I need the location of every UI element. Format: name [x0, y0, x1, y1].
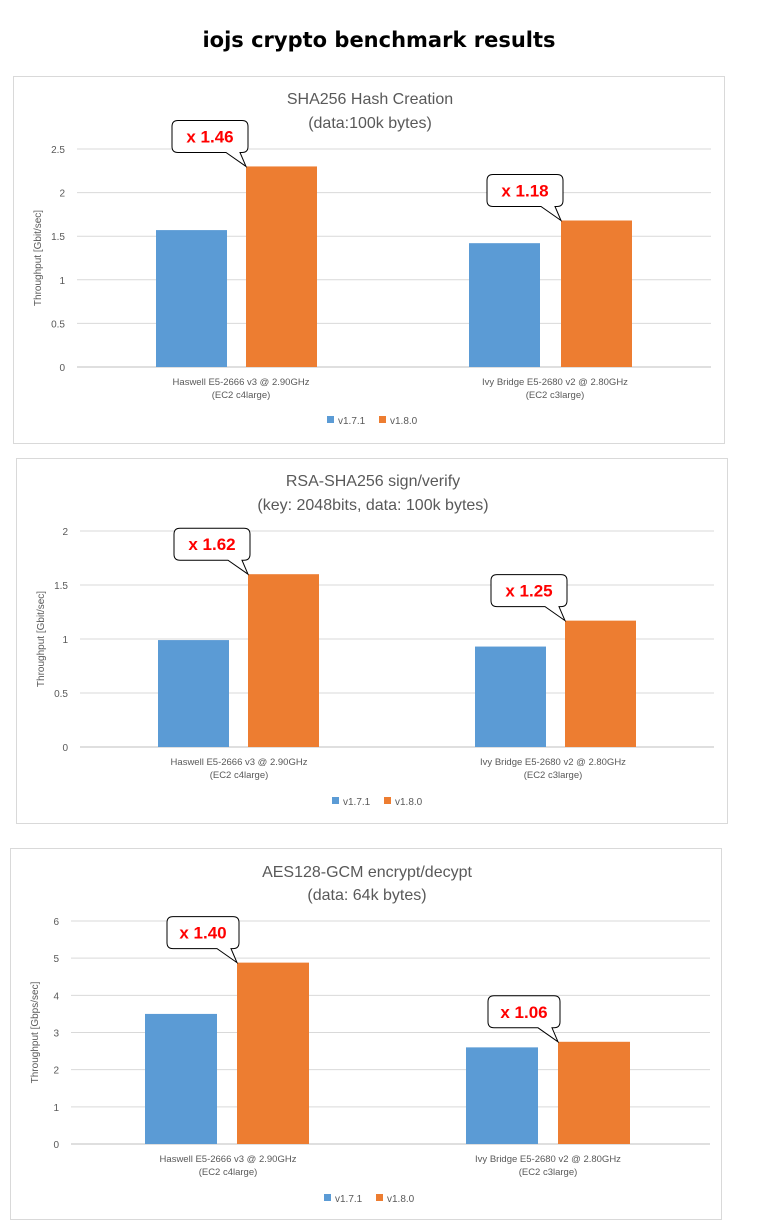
x-category-sublabel: (EC2 c3large): [524, 770, 583, 781]
bar-v1-7-1-ivy-bridge: [469, 243, 540, 367]
callout-ratio-text: x 1.06: [500, 1003, 547, 1022]
y-tick-label: 1: [62, 635, 68, 646]
x-category-label: Haswell E5-2666 v3 @ 2.90GHz: [171, 757, 308, 768]
bar-v1-7-1-haswell: [158, 640, 229, 747]
y-tick-label: 2: [62, 527, 68, 538]
bar-v1-7-1-ivy-bridge: [466, 1047, 538, 1144]
y-tick-label: 1.5: [54, 581, 68, 592]
legend-swatch: [324, 1194, 331, 1201]
y-tick-label: 4: [53, 991, 59, 1002]
chart-svg: RSA-SHA256 sign/verify (key: 2048bits, da…: [36, 473, 714, 808]
y-tick-label: 6: [53, 917, 59, 928]
legend-label: v1.8.0: [395, 797, 423, 808]
chart-subtitle: (data: 64k bytes): [307, 887, 426, 904]
y-tick-label: 0: [53, 1140, 59, 1151]
chart-title: RSA-SHA256 sign/verify: [286, 473, 460, 490]
callout-ratio-text: x 1.46: [186, 127, 233, 146]
y-axis-label: Throughput [Gbit/sec]: [33, 210, 44, 306]
chart-subtitle: (key: 2048bits, data: 100k bytes): [257, 497, 488, 514]
y-tick-label: 0: [62, 743, 68, 754]
y-tick-label: 0: [59, 363, 65, 374]
legend-label: v1.8.0: [390, 416, 418, 427]
x-category-label: Ivy Bridge E5-2680 v2 @ 2.80GHz: [480, 757, 626, 768]
x-category-sublabel: (EC2 c3large): [526, 390, 585, 401]
x-category-label: Haswell E5-2666 v3 @ 2.90GHz: [160, 1154, 297, 1165]
legend-swatch: [379, 416, 386, 423]
chart-svg: SHA256 Hash Creation (data:100k bytes) 0 0.…: [33, 91, 711, 427]
y-tick-label: 3: [53, 1029, 59, 1040]
legend-label: v1.7.1: [338, 416, 366, 427]
bar-v1-8-0-ivy-bridge: [558, 1041, 630, 1144]
legend-swatch: [384, 797, 391, 804]
chart-subtitle: (data:100k bytes): [308, 115, 432, 132]
bar-v1-8-0-haswell: [237, 962, 309, 1144]
y-axis-label: Throughput [Gbit/sec]: [36, 591, 47, 687]
legend-label: v1.7.1: [335, 1194, 363, 1205]
chart-title: SHA256 Hash Creation: [287, 91, 453, 108]
chart-panel-aes: AES128-GCM encrypt/decypt (data: 64k byte…: [10, 848, 722, 1220]
callout-bubble: [490, 574, 568, 623]
x-category-label: Ivy Bridge E5-2680 v2 @ 2.80GHz: [475, 1154, 621, 1165]
ratio-callout: x 1.18: [486, 174, 564, 222]
chart-panel-rsa: RSA-SHA256 sign/verify (key: 2048bits, da…: [16, 458, 728, 824]
ratio-callout: x 1.62: [173, 527, 251, 576]
ratio-callout: x 1.40: [166, 916, 240, 965]
callout-ratio-text: x 1.62: [188, 535, 235, 554]
y-axis-label: Throughput [Gbps/sec]: [30, 981, 41, 1083]
legend-swatch: [376, 1194, 383, 1201]
chart-title: AES128-GCM encrypt/decypt: [262, 864, 472, 881]
x-category-sublabel: (EC2 c3large): [519, 1167, 578, 1178]
y-tick-label: 2: [59, 189, 65, 200]
ratio-callout: x 1.46: [171, 119, 249, 168]
bar-v1-8-0-ivy-bridge: [565, 620, 636, 747]
y-tick-label: 0.5: [51, 319, 65, 330]
bar-v1-8-0-haswell: [246, 166, 317, 367]
x-category-sublabel: (EC2 c4large): [212, 390, 271, 401]
y-tick-label: 1.5: [51, 232, 65, 243]
bar-v1-7-1-haswell: [156, 230, 227, 367]
callout-bubble: [171, 119, 249, 168]
legend-swatch: [332, 797, 339, 804]
bar-v1-8-0-haswell: [248, 574, 319, 747]
callout-bubble: [487, 995, 561, 1044]
y-tick-label: 2: [53, 1066, 59, 1077]
callout-bubble: [173, 527, 251, 576]
y-tick-label: 1: [53, 1103, 59, 1114]
ratio-callout: x 1.06: [487, 995, 561, 1044]
x-category-sublabel: (EC2 c4large): [199, 1167, 258, 1178]
y-tick-label: 0.5: [54, 689, 68, 700]
x-category-label: Ivy Bridge E5-2680 v2 @ 2.80GHz: [482, 377, 628, 388]
callout-ratio-text: x 1.25: [505, 582, 552, 601]
callout-ratio-text: x 1.18: [501, 182, 548, 201]
y-tick-label: 5: [53, 954, 59, 965]
bar-v1-8-0-ivy-bridge: [561, 220, 632, 367]
bar-v1-7-1-haswell: [145, 1013, 217, 1144]
callout-bubble: [486, 174, 564, 222]
bar-v1-7-1-ivy-bridge: [475, 646, 546, 747]
y-tick-label: 2.5: [51, 145, 65, 156]
x-category-label: Haswell E5-2666 v3 @ 2.90GHz: [173, 377, 310, 388]
legend-label: v1.7.1: [343, 797, 371, 808]
legend-label: v1.8.0: [387, 1194, 415, 1205]
x-category-sublabel: (EC2 c4large): [210, 770, 269, 781]
chart-panel-sha256: SHA256 Hash Creation (data:100k bytes) 0 0.…: [13, 76, 725, 444]
callout-ratio-text: x 1.40: [179, 924, 226, 943]
chart-svg: AES128-GCM encrypt/decypt (data: 64k byte…: [30, 864, 710, 1205]
page-title: iojs crypto benchmark results: [202, 28, 556, 52]
ratio-callout: x 1.25: [490, 574, 568, 623]
callout-bubble: [166, 916, 240, 965]
legend-swatch: [327, 416, 334, 423]
y-tick-label: 1: [59, 276, 65, 287]
